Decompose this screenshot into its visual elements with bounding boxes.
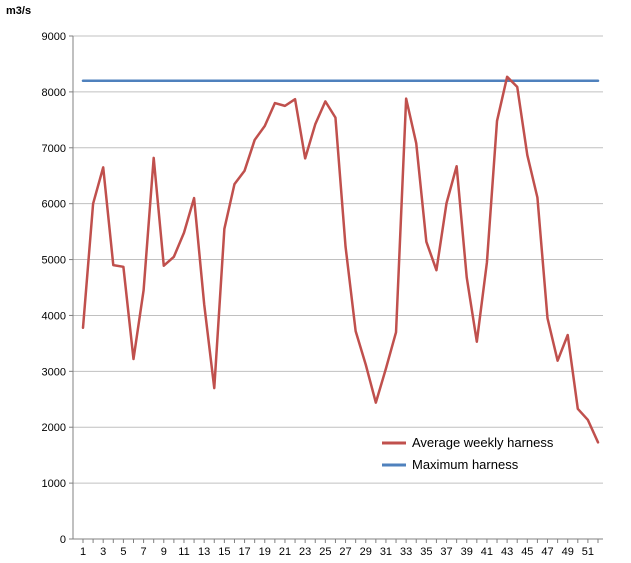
x-tick-label: 9 xyxy=(161,546,167,558)
y-axis-unit-label: m3/s xyxy=(6,5,31,17)
x-tick-label: 41 xyxy=(481,546,493,558)
x-tick-label: 13 xyxy=(198,546,210,558)
x-tick-label: 37 xyxy=(440,546,452,558)
x-tick-label: 27 xyxy=(339,546,351,558)
x-tick-label: 17 xyxy=(238,546,250,558)
series-line-average-weekly-harness xyxy=(81,75,600,444)
y-tick-label: 8000 xyxy=(42,87,66,99)
x-tick-label: 49 xyxy=(562,546,574,558)
x-tick-label: 35 xyxy=(420,546,432,558)
y-tick-label: 0 xyxy=(60,534,66,546)
legend-label-maximum-harness: Maximum harness xyxy=(412,457,519,472)
y-tick-label: 5000 xyxy=(42,255,66,267)
x-tick-label: 29 xyxy=(360,546,372,558)
x-tick-label: 15 xyxy=(218,546,230,558)
x-tick-label: 25 xyxy=(319,546,331,558)
x-tick-label: 45 xyxy=(521,546,533,558)
x-tick-label: 43 xyxy=(501,546,513,558)
y-tick-label: 2000 xyxy=(42,422,66,434)
y-tick-label: 3000 xyxy=(42,366,66,378)
x-tick-label: 7 xyxy=(141,546,147,558)
x-tick-label: 39 xyxy=(461,546,473,558)
axes xyxy=(72,36,603,540)
y-tick-label: 4000 xyxy=(42,310,66,322)
gridlines xyxy=(69,35,603,540)
x-tick-label: 47 xyxy=(541,546,553,558)
x-tick-label: 1 xyxy=(80,546,86,558)
legend: Average weekly harness Maximum harness xyxy=(382,435,554,472)
y-tick-label: 9000 xyxy=(42,31,66,43)
x-tick-label: 33 xyxy=(400,546,412,558)
series-lines xyxy=(81,75,600,444)
x-tick-label: 21 xyxy=(279,546,291,558)
legend-label-average-weekly-harness: Average weekly harness xyxy=(412,435,554,450)
x-tick-label: 51 xyxy=(582,546,594,558)
x-tick-label: 5 xyxy=(120,546,126,558)
y-tick-label: 6000 xyxy=(42,199,66,211)
y-tick-labels: 0 1000 2000 3000 4000 5000 6000 7000 8000 9000 xyxy=(42,31,66,546)
x-tick-label: 31 xyxy=(380,546,392,558)
x-tick-label: 23 xyxy=(299,546,311,558)
y-tick-label: 7000 xyxy=(42,143,66,155)
x-tick-label: 11 xyxy=(178,546,189,558)
x-tick-label: 19 xyxy=(259,546,271,558)
x-tick-label: 3 xyxy=(100,546,106,558)
y-tick-label: 1000 xyxy=(42,478,66,490)
x-tick-labels: 1 3 5 7 9 11 13 15 17 19 21 23 25 27 29 31 33 35 37 39 41 43 4… xyxy=(80,539,599,558)
